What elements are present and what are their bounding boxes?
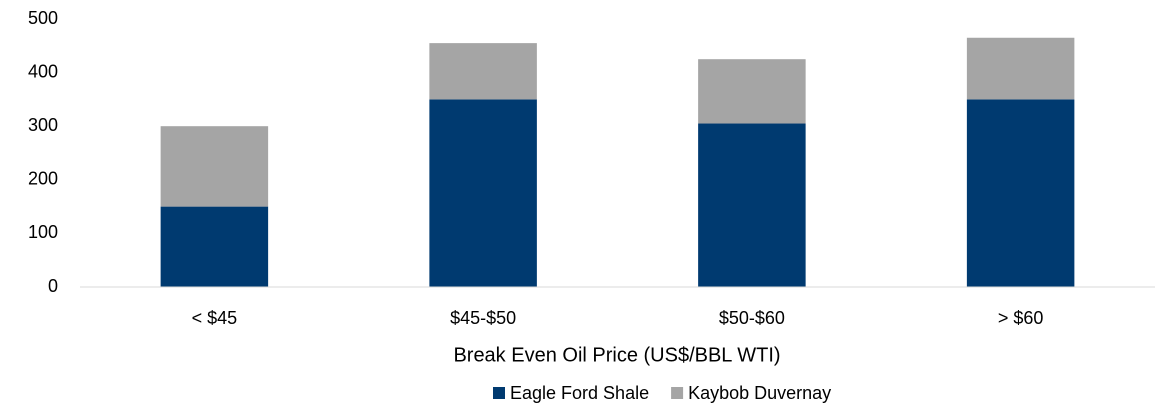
y-tick-label: 100 bbox=[28, 222, 58, 242]
y-tick-label: 400 bbox=[28, 61, 58, 81]
legend-label: Kaybob Duvernay bbox=[688, 383, 831, 403]
y-tick-label: 300 bbox=[28, 115, 58, 135]
x-tick-label: > $60 bbox=[998, 308, 1044, 328]
legend-swatch bbox=[671, 387, 684, 399]
x-tick-label: $50-$60 bbox=[719, 308, 785, 328]
bar-segment bbox=[160, 126, 269, 207]
y-tick-label: 500 bbox=[28, 8, 58, 28]
x-tick-label: $45-$50 bbox=[450, 308, 516, 328]
legend-swatch bbox=[493, 387, 505, 399]
bar-segment bbox=[966, 37, 1075, 100]
bar-segment bbox=[698, 123, 806, 288]
x-axis-title: Break Even Oil Price (US$/BBL WTI) bbox=[453, 344, 780, 366]
bar-segment bbox=[966, 99, 1075, 288]
bar-segment bbox=[429, 43, 537, 100]
bar-segment bbox=[698, 59, 806, 124]
y-tick-label: 200 bbox=[28, 169, 58, 189]
legend-label: Eagle Ford Shale bbox=[510, 383, 649, 403]
bar-segment bbox=[429, 99, 537, 288]
y-tick-label: 0 bbox=[48, 276, 58, 296]
bar-segment bbox=[160, 206, 269, 287]
x-tick-label: < $45 bbox=[192, 308, 238, 328]
